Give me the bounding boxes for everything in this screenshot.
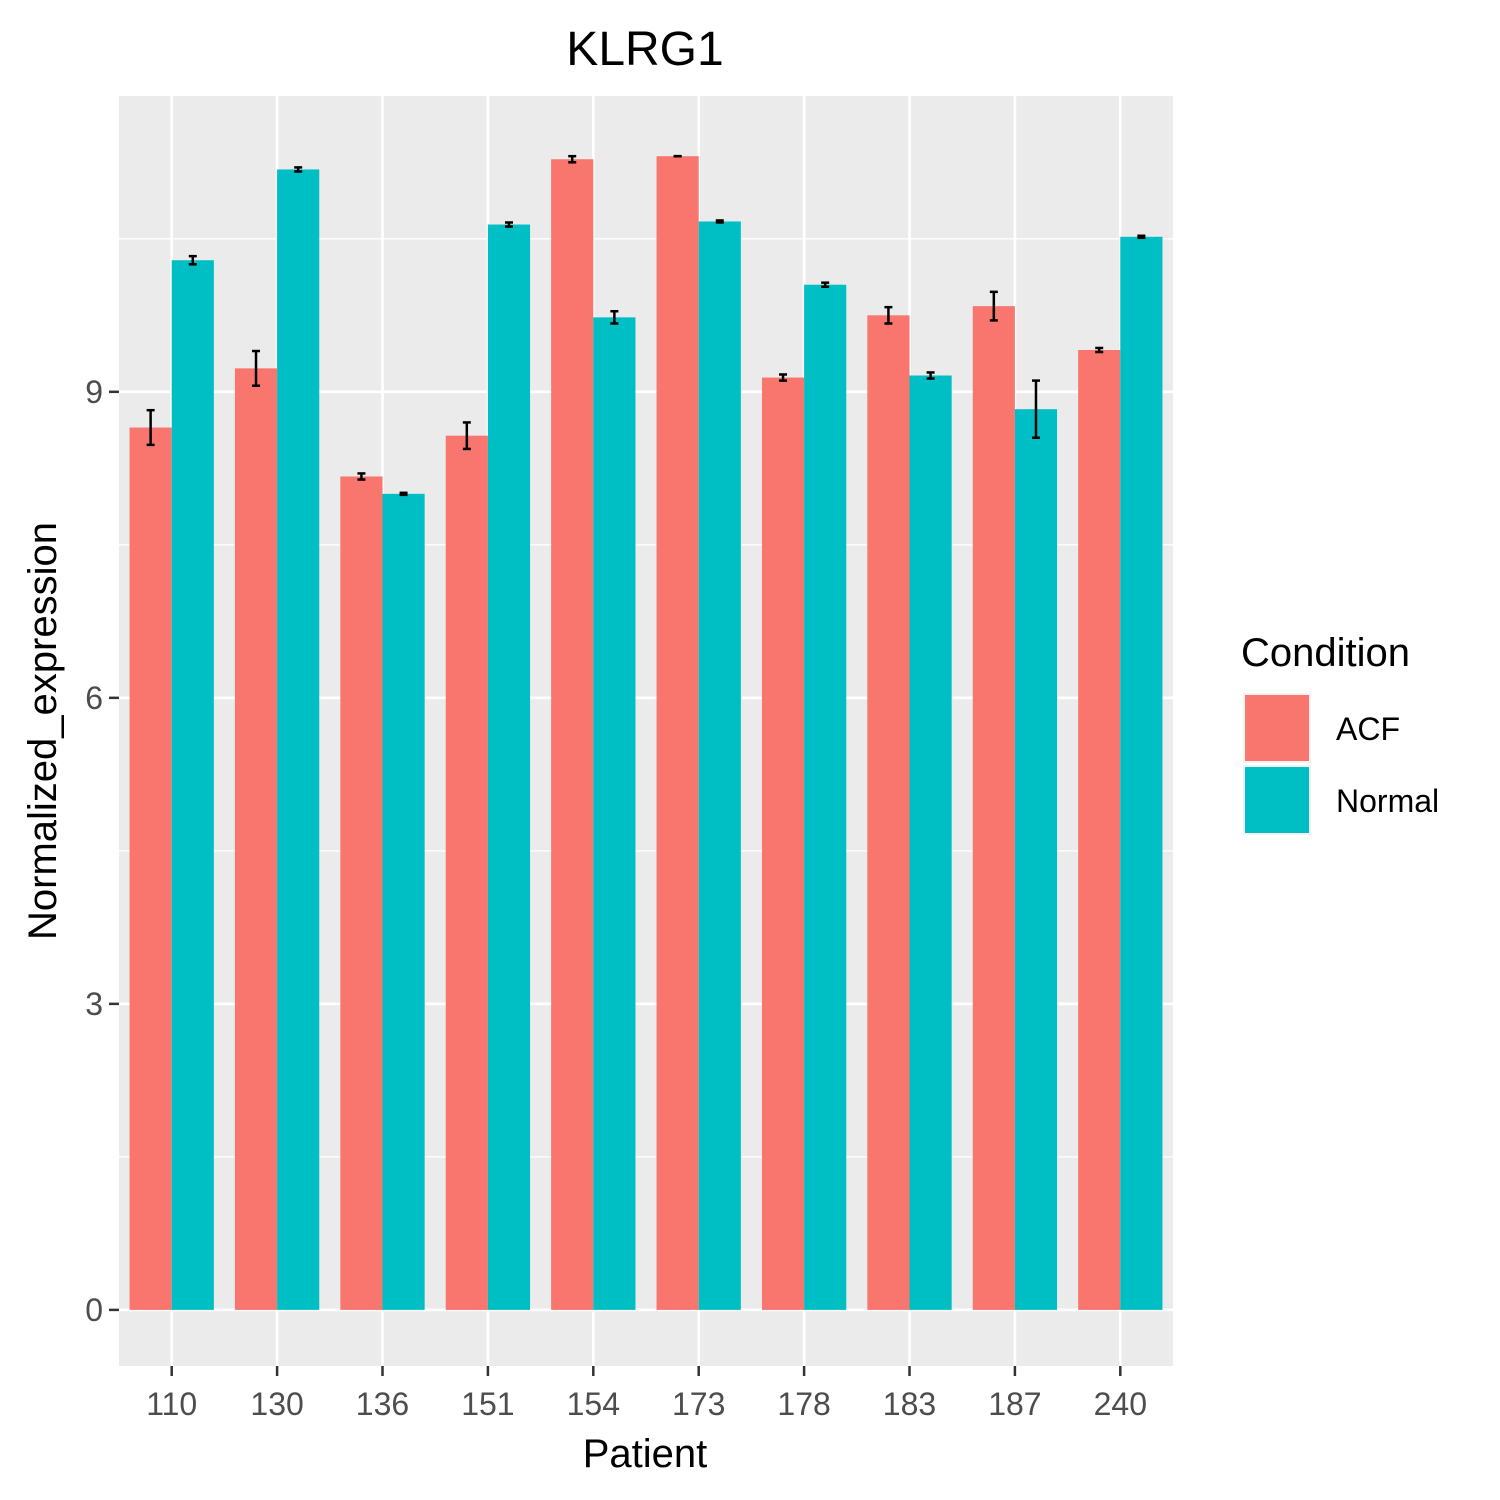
bar-acf-183 — [867, 315, 910, 1310]
legend: Condition ACF Normal — [1241, 631, 1439, 835]
y-axis: 0 3 6 9 — [85, 374, 119, 1328]
legend-label-normal: Normal — [1336, 783, 1439, 819]
bar-normal-187 — [1014, 409, 1058, 1310]
chart-title: KLRG1 — [566, 23, 723, 76]
y-tick-label: 6 — [85, 680, 103, 716]
bar-normal-178 — [804, 284, 847, 1310]
y-tick-label: 9 — [85, 374, 103, 410]
legend-key-normal — [1245, 767, 1309, 833]
x-tick-label: 178 — [777, 1386, 830, 1422]
bar-normal-130 — [277, 169, 320, 1310]
x-tick-label: 187 — [988, 1386, 1041, 1422]
bar-normal-240 — [1120, 236, 1163, 1310]
bars — [129, 156, 1163, 1310]
x-tick-label: 130 — [250, 1386, 303, 1422]
legend-title: Condition — [1241, 631, 1410, 675]
y-axis-title: Normalized_expression — [21, 522, 65, 940]
y-tick-label: 3 — [85, 986, 103, 1022]
x-tick-label: 136 — [356, 1386, 409, 1422]
bar-acf-187 — [972, 306, 1015, 1310]
bar-acf-178 — [761, 377, 805, 1310]
x-tick-label: 151 — [461, 1386, 514, 1422]
bar-acf-154 — [551, 159, 594, 1310]
bar-acf-173 — [656, 156, 699, 1310]
x-tick-label: 240 — [1094, 1386, 1147, 1422]
x-tick-label: 173 — [672, 1386, 725, 1422]
bar-normal-183 — [909, 375, 952, 1310]
x-axis: 110 130 136 151 154 173 178 183 187 240 — [146, 1366, 1147, 1422]
bar-acf-110 — [129, 427, 172, 1310]
bar-normal-110 — [171, 260, 214, 1310]
error-bars — [146, 154, 1146, 497]
bar-normal-173 — [698, 221, 741, 1310]
bar-normal-136 — [382, 493, 425, 1310]
bar-normal-154 — [593, 317, 636, 1310]
legend-label-acf: ACF — [1336, 711, 1400, 747]
x-tick-label: 154 — [567, 1386, 620, 1422]
x-tick-label: 183 — [883, 1386, 936, 1422]
y-tick-label: 0 — [85, 1292, 103, 1328]
legend-key-acf — [1245, 695, 1309, 761]
bar-normal-151 — [487, 224, 531, 1310]
bar-acf-240 — [1078, 350, 1121, 1310]
bar-acf-136 — [340, 476, 383, 1310]
bar-acf-130 — [234, 368, 278, 1310]
bar-acf-151 — [445, 435, 488, 1310]
x-axis-title: Patient — [583, 1432, 708, 1476]
x-tick-label: 110 — [146, 1386, 197, 1422]
